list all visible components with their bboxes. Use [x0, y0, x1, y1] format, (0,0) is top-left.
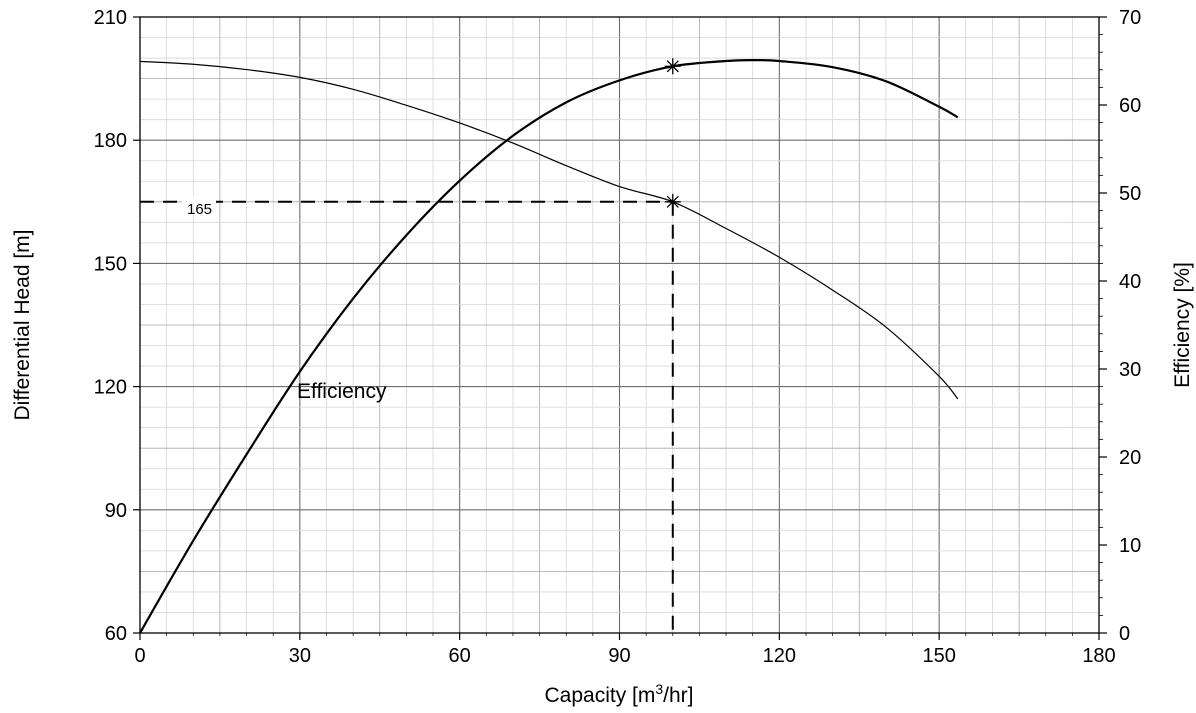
y-right-tick-label: 70: [1119, 7, 1141, 29]
tick-labels: 0 30 60 90 120 150 180 60 90 120 150 180 210 0 10 20 30 4…: [94, 7, 1142, 667]
x-tick-label: 60: [449, 645, 471, 667]
grid: [140, 17, 1099, 633]
x-tick-label: 150: [922, 645, 955, 667]
efficiency-curve-label: Efficiency: [297, 380, 387, 403]
x-axis-title: Capacity [m3/hr]: [544, 681, 693, 707]
x-tick-label: 120: [763, 645, 796, 667]
y-right-tick-label: 60: [1119, 95, 1141, 117]
x-tick-label: 30: [289, 645, 311, 667]
marker-stroke: [666, 60, 679, 73]
y-right-tick-label: 40: [1119, 271, 1141, 293]
x-tick-label: 180: [1082, 645, 1115, 667]
head-curve-line: [139, 60, 959, 400]
efficiency-point-marker: [664, 58, 681, 75]
y-right-tick-label: 20: [1119, 447, 1141, 469]
marker-stroke: [666, 195, 679, 208]
operating-point-guides: [140, 195, 674, 633]
y-right-tick-label: 10: [1119, 535, 1141, 557]
series-layer: [139, 58, 959, 634]
y-right-tick-label: 0: [1119, 623, 1130, 645]
y-left-axis-title: Differential Head [m]: [11, 229, 34, 420]
y-left-tick-label: 210: [94, 7, 127, 29]
efficiency-curve-line: [139, 58, 959, 634]
y-right-axis-title: Efficiency [%]: [1171, 262, 1194, 388]
y-right-tick-label: 50: [1119, 183, 1141, 205]
plot-frame: [133, 16, 1107, 640]
y-left-tick-label: 150: [94, 253, 127, 275]
x-tick-label: 90: [608, 645, 630, 667]
y-right-tick-label: 30: [1119, 359, 1141, 381]
head-label-gap: [182, 195, 216, 208]
x-tick-label: 0: [134, 645, 145, 667]
y-left-tick-label: 120: [94, 377, 127, 399]
head-value-label: 165: [187, 201, 212, 218]
y-left-tick-label: 90: [105, 500, 127, 522]
y-left-tick-label: 180: [94, 130, 127, 152]
y-left-tick-label: 60: [105, 623, 127, 645]
